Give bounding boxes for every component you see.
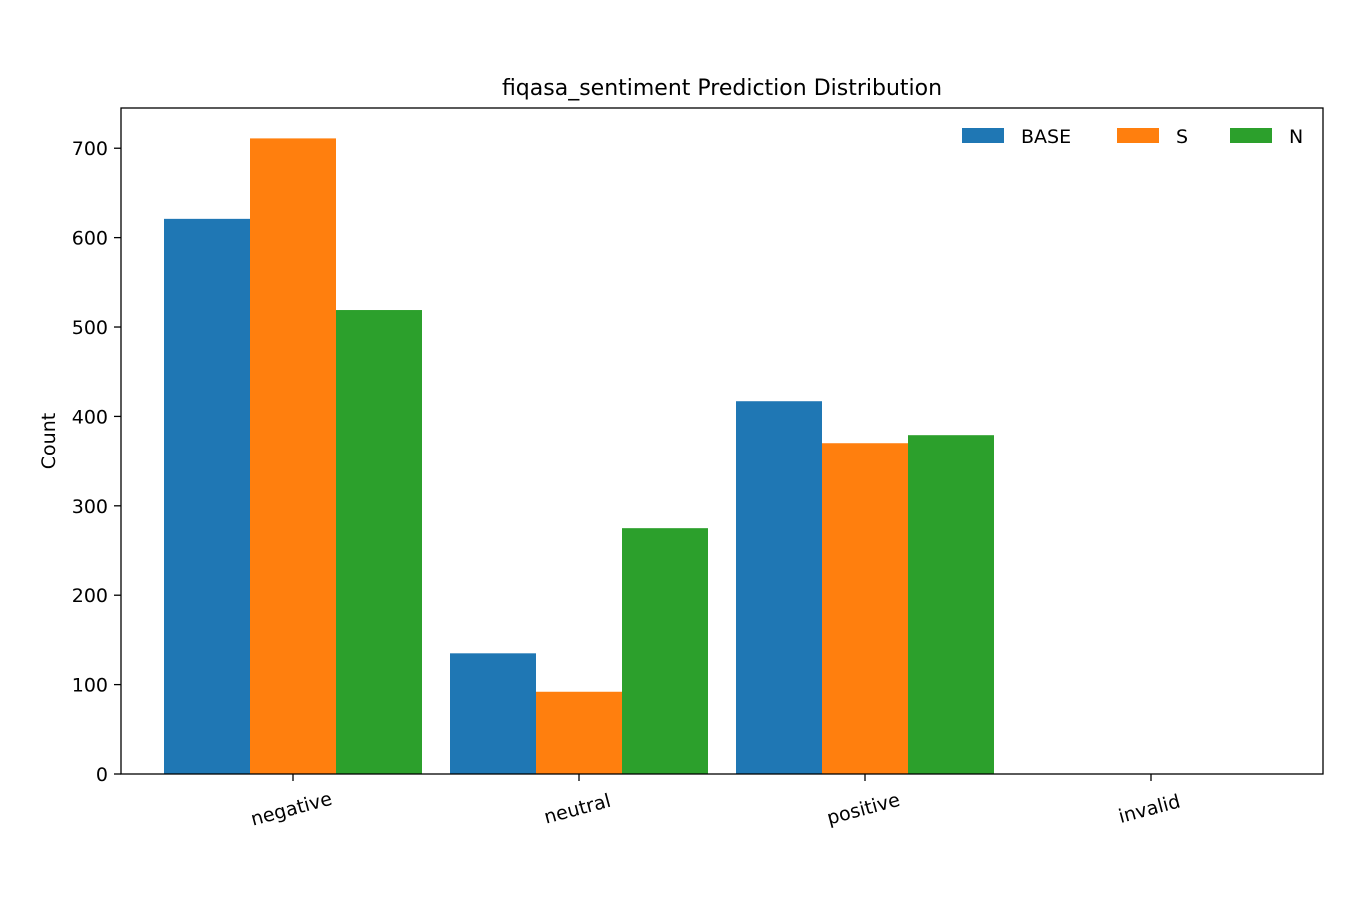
y-tick-label: 600 bbox=[72, 228, 108, 250]
bars-layer bbox=[164, 138, 994, 774]
y-tick-label: 400 bbox=[72, 406, 108, 428]
bar-s-neutral bbox=[536, 691, 622, 774]
x-tick-label-positive: positive bbox=[825, 789, 903, 830]
y-axis-ticks: 0 100 200 300 400 500 600 700 bbox=[72, 138, 121, 786]
legend-swatch-n bbox=[1230, 128, 1272, 143]
bar-base-positive bbox=[736, 401, 822, 774]
x-axis-ticks: negative neutral positive invalid bbox=[248, 774, 1183, 831]
y-tick-label: 100 bbox=[72, 675, 108, 697]
legend-label-n: N bbox=[1289, 126, 1303, 148]
axes-frame bbox=[120, 107, 1324, 775]
legend-swatch-base bbox=[962, 128, 1004, 143]
y-tick-label: 300 bbox=[72, 496, 108, 518]
legend-label-base: BASE bbox=[1021, 126, 1071, 148]
bar-n-neutral bbox=[622, 528, 708, 774]
y-tick-label: 700 bbox=[72, 138, 108, 160]
bar-n-positive bbox=[908, 435, 994, 774]
legend-label-s: S bbox=[1176, 126, 1188, 148]
y-axis-label: Count bbox=[38, 413, 60, 469]
legend: BASE S N bbox=[962, 126, 1303, 148]
chart-title: fiqasa_sentiment Prediction Distribution bbox=[502, 76, 942, 101]
bar-base-neutral bbox=[450, 653, 536, 774]
x-tick-label-negative: negative bbox=[248, 788, 334, 831]
bar-s-positive bbox=[822, 443, 908, 774]
bar-base-negative bbox=[164, 218, 250, 774]
y-tick-label: 500 bbox=[72, 317, 108, 339]
bar-s-negative bbox=[250, 138, 336, 774]
y-tick-label: 0 bbox=[96, 764, 108, 786]
bar-n-negative bbox=[336, 310, 422, 774]
x-tick-label-invalid: invalid bbox=[1116, 790, 1182, 828]
legend-swatch-s bbox=[1117, 128, 1159, 143]
y-tick-label: 200 bbox=[72, 585, 108, 607]
x-tick-label-neutral: neutral bbox=[542, 790, 613, 829]
